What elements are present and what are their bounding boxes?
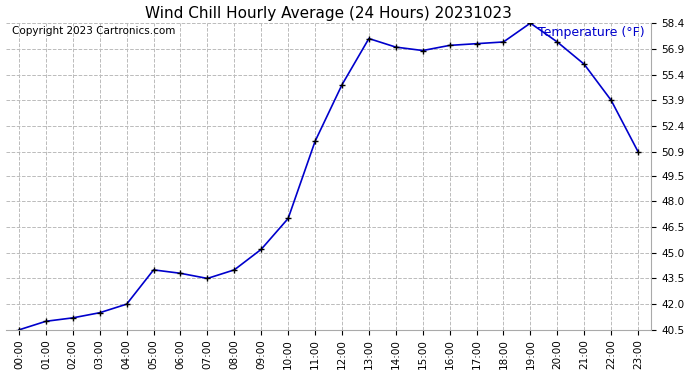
Title: Wind Chill Hourly Average (24 Hours) 20231023: Wind Chill Hourly Average (24 Hours) 202… — [145, 6, 512, 21]
Text: Copyright 2023 Cartronics.com: Copyright 2023 Cartronics.com — [12, 26, 175, 36]
Text: Temperature (°F): Temperature (°F) — [538, 26, 645, 39]
